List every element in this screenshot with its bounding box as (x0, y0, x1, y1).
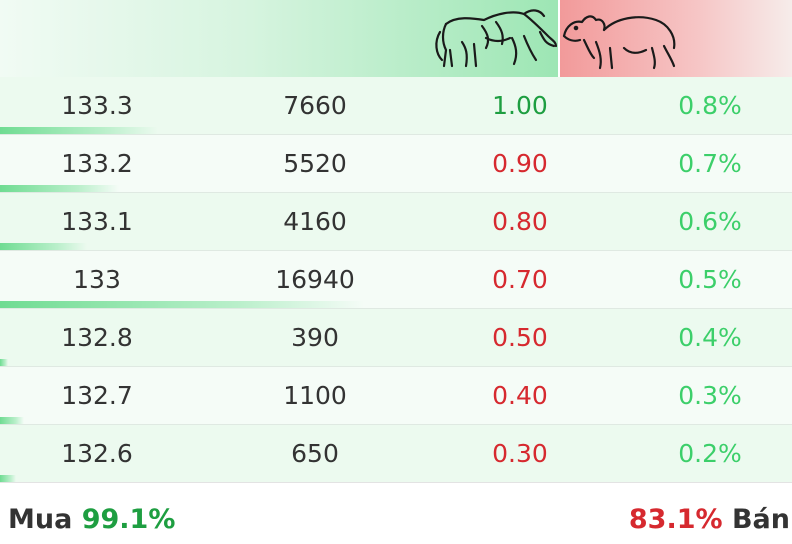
table-row[interactable]: 132.8 390 0.50 0.4% (0, 309, 792, 367)
change-cell: 1.00 (492, 91, 548, 120)
sell-summary: 83.1% Bán (629, 496, 790, 544)
price-cell: 133.1 (61, 207, 133, 236)
percent-cell: 0.8% (678, 91, 742, 120)
buy-percent: 99.1% (81, 504, 176, 535)
table-row[interactable]: 132.6 650 0.30 0.2% (0, 425, 792, 483)
volume-cell: 4160 (283, 207, 347, 236)
percent-cell: 0.2% (678, 439, 742, 468)
order-book-header (0, 0, 792, 77)
volume-cell: 7660 (283, 91, 347, 120)
volume-bar (0, 359, 8, 366)
volume-cell: 390 (291, 323, 339, 352)
percent-cell: 0.6% (678, 207, 742, 236)
buy-label: Mua (8, 504, 73, 535)
price-cell: 132.7 (61, 381, 133, 410)
change-cell: 0.80 (492, 207, 548, 236)
table-row[interactable]: 132.7 1100 0.40 0.3% (0, 367, 792, 425)
volume-bar (0, 243, 87, 250)
sell-label: Bán (731, 504, 790, 535)
price-cell: 133.3 (61, 91, 133, 120)
change-cell: 0.30 (492, 439, 548, 468)
price-cell: 133 (73, 265, 121, 294)
buy-side-header (0, 0, 558, 77)
price-cell: 133.2 (61, 149, 133, 178)
header-divider (558, 0, 560, 77)
order-book-rows: 133.3 7660 1.00 0.8% 133.2 5520 0.90 0.7… (0, 77, 792, 494)
table-row[interactable]: 133 16940 0.70 0.5% (0, 251, 792, 309)
sell-percent: 83.1% (628, 504, 723, 535)
volume-bar (0, 127, 158, 134)
table-row[interactable]: 133.1 4160 0.80 0.6% (0, 193, 792, 251)
volume-cell: 16940 (275, 265, 355, 294)
volume-cell: 650 (291, 439, 339, 468)
change-cell: 0.40 (492, 381, 548, 410)
table-row[interactable]: 133.3 7660 1.00 0.8% (0, 77, 792, 135)
buy-sell-summary: Mua 99.1% 83.1% Bán (0, 496, 792, 542)
sell-side-header (560, 0, 792, 77)
change-cell: 0.70 (492, 265, 548, 294)
change-cell: 0.90 (492, 149, 548, 178)
table-row[interactable]: 133.2 5520 0.90 0.7% (0, 135, 792, 193)
change-cell: 0.50 (492, 323, 548, 352)
percent-cell: 0.4% (678, 323, 742, 352)
percent-cell: 0.5% (678, 265, 742, 294)
percent-cell: 0.7% (678, 149, 742, 178)
percent-cell: 0.3% (678, 381, 742, 410)
price-cell: 132.6 (61, 439, 133, 468)
volume-bar (0, 301, 364, 308)
bear-icon (562, 15, 676, 70)
volume-cell: 1100 (283, 381, 347, 410)
buy-summary: Mua 99.1% (8, 496, 175, 544)
volume-cell: 5520 (283, 149, 347, 178)
volume-bar (0, 185, 119, 192)
volume-bar (0, 417, 24, 424)
bull-icon (435, 9, 558, 68)
price-cell: 132.8 (61, 323, 133, 352)
volume-bar (0, 475, 16, 482)
